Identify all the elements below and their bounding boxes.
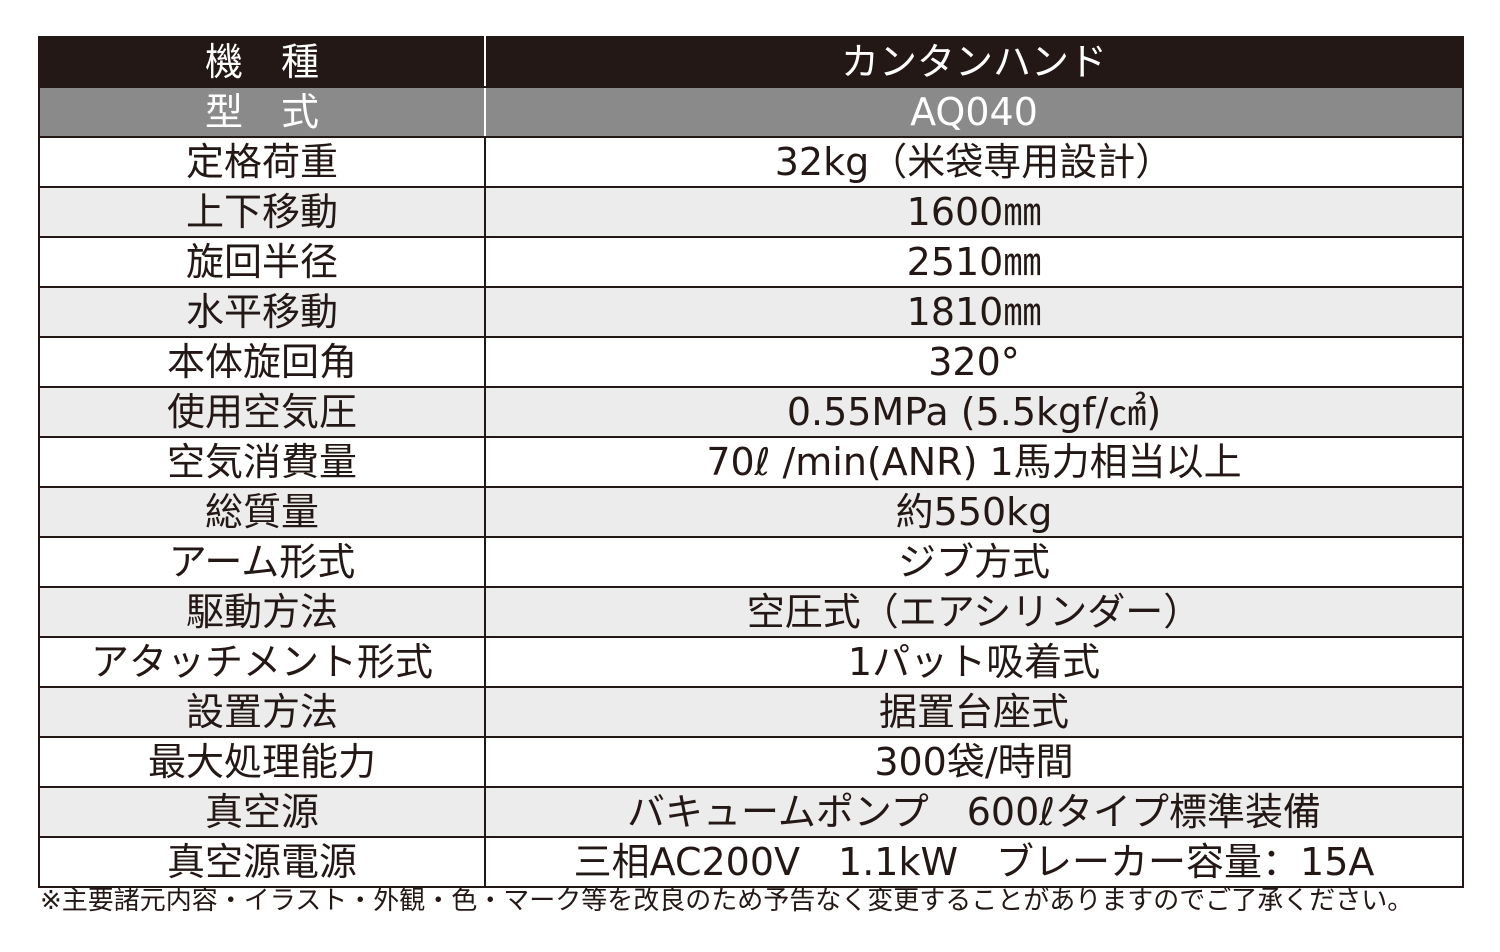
spec-label: 水平移動: [38, 286, 486, 338]
spec-value: ジブ方式: [484, 536, 1464, 588]
spec-value: 70ℓ /min(ANR) 1馬力相当以上: [484, 436, 1464, 488]
spec-value: 空圧式（エアシリンダー）: [484, 586, 1464, 638]
model-value: カンタンハンド: [484, 36, 1464, 88]
spec-label: 旋回半径: [38, 236, 486, 288]
spec-label: 本体旋回角: [38, 336, 486, 388]
spec-label: 定格荷重: [38, 136, 486, 188]
spec-row: 真空源 バキュームポンプ 600ℓタイプ標準装備: [38, 786, 1464, 838]
model-label: 機 種: [38, 36, 486, 88]
spec-value: 約550kg: [484, 486, 1464, 538]
spec-value: 1600㎜: [484, 186, 1464, 238]
spec-value: 300袋/時間: [484, 736, 1464, 788]
spec-value: 1パット吸着式: [484, 636, 1464, 688]
spec-value: バキュームポンプ 600ℓタイプ標準装備: [484, 786, 1464, 838]
spec-label: 上下移動: [38, 186, 486, 238]
spec-row: 旋回半径 2510㎜: [38, 236, 1464, 288]
spec-label: アタッチメント形式: [38, 636, 486, 688]
spec-value: 1810㎜: [484, 286, 1464, 338]
spec-body: 定格荷重 32kg（米袋専用設計） 上下移動 1600㎜ 旋回半径 2510㎜ …: [38, 136, 1464, 888]
spec-row: 駆動方法 空圧式（エアシリンダー）: [38, 586, 1464, 638]
footnote: ※主要諸元内容・イラスト・外観・色・マーク等を改良のため予告なく変更することがあ…: [40, 886, 1414, 916]
spec-row: 水平移動 1810㎜: [38, 286, 1464, 338]
spec-label: 最大処理能力: [38, 736, 486, 788]
spec-row: アタッチメント形式 1パット吸着式: [38, 636, 1464, 688]
spec-label: 使用空気圧: [38, 386, 486, 438]
spec-label: 設置方法: [38, 686, 486, 738]
spec-row: 真空源電源 三相AC200V 1.1kW ブレーカー容量：15A: [38, 836, 1464, 888]
spec-row: 使用空気圧 0.55MPa (5.5kgf/㎠): [38, 386, 1464, 438]
spec-value: 0.55MPa (5.5kgf/㎠): [484, 386, 1464, 438]
spec-row: 定格荷重 32kg（米袋専用設計）: [38, 136, 1464, 188]
spec-value: 32kg（米袋専用設計）: [484, 136, 1464, 188]
spec-label: 真空源: [38, 786, 486, 838]
spec-row: 空気消費量 70ℓ /min(ANR) 1馬力相当以上: [38, 436, 1464, 488]
spec-row: 設置方法 据置台座式: [38, 686, 1464, 738]
spec-row: 上下移動 1600㎜: [38, 186, 1464, 238]
spec-label: 総質量: [38, 486, 486, 538]
model-row: 機 種 カンタンハンド: [38, 36, 1464, 88]
spec-value: 320°: [484, 336, 1464, 388]
spec-value: 三相AC200V 1.1kW ブレーカー容量：15A: [484, 836, 1464, 888]
spec-table: 機 種 カンタンハンド 型 式 AQ040 定格荷重 32kg（米袋専用設計） …: [38, 36, 1464, 888]
spec-label: アーム形式: [38, 536, 486, 588]
spec-row: アーム形式 ジブ方式: [38, 536, 1464, 588]
spec-row: 本体旋回角 320°: [38, 336, 1464, 388]
type-label: 型 式: [38, 86, 486, 138]
spec-label: 真空源電源: [38, 836, 486, 888]
spec-value: 据置台座式: [484, 686, 1464, 738]
spec-label: 空気消費量: [38, 436, 486, 488]
spec-row: 総質量 約550kg: [38, 486, 1464, 538]
spec-value: 2510㎜: [484, 236, 1464, 288]
type-value: AQ040: [484, 86, 1464, 138]
spec-row: 最大処理能力 300袋/時間: [38, 736, 1464, 788]
type-row: 型 式 AQ040: [38, 86, 1464, 138]
spec-label: 駆動方法: [38, 586, 486, 638]
